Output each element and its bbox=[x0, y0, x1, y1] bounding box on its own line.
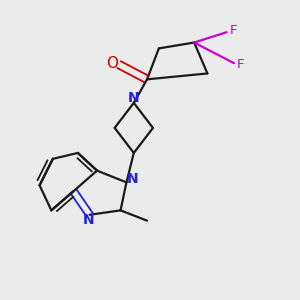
Text: O: O bbox=[106, 56, 118, 70]
Text: N: N bbox=[127, 172, 138, 186]
Text: N: N bbox=[82, 213, 94, 227]
Text: F: F bbox=[237, 58, 244, 71]
Text: N: N bbox=[128, 92, 140, 106]
Text: F: F bbox=[230, 24, 237, 37]
